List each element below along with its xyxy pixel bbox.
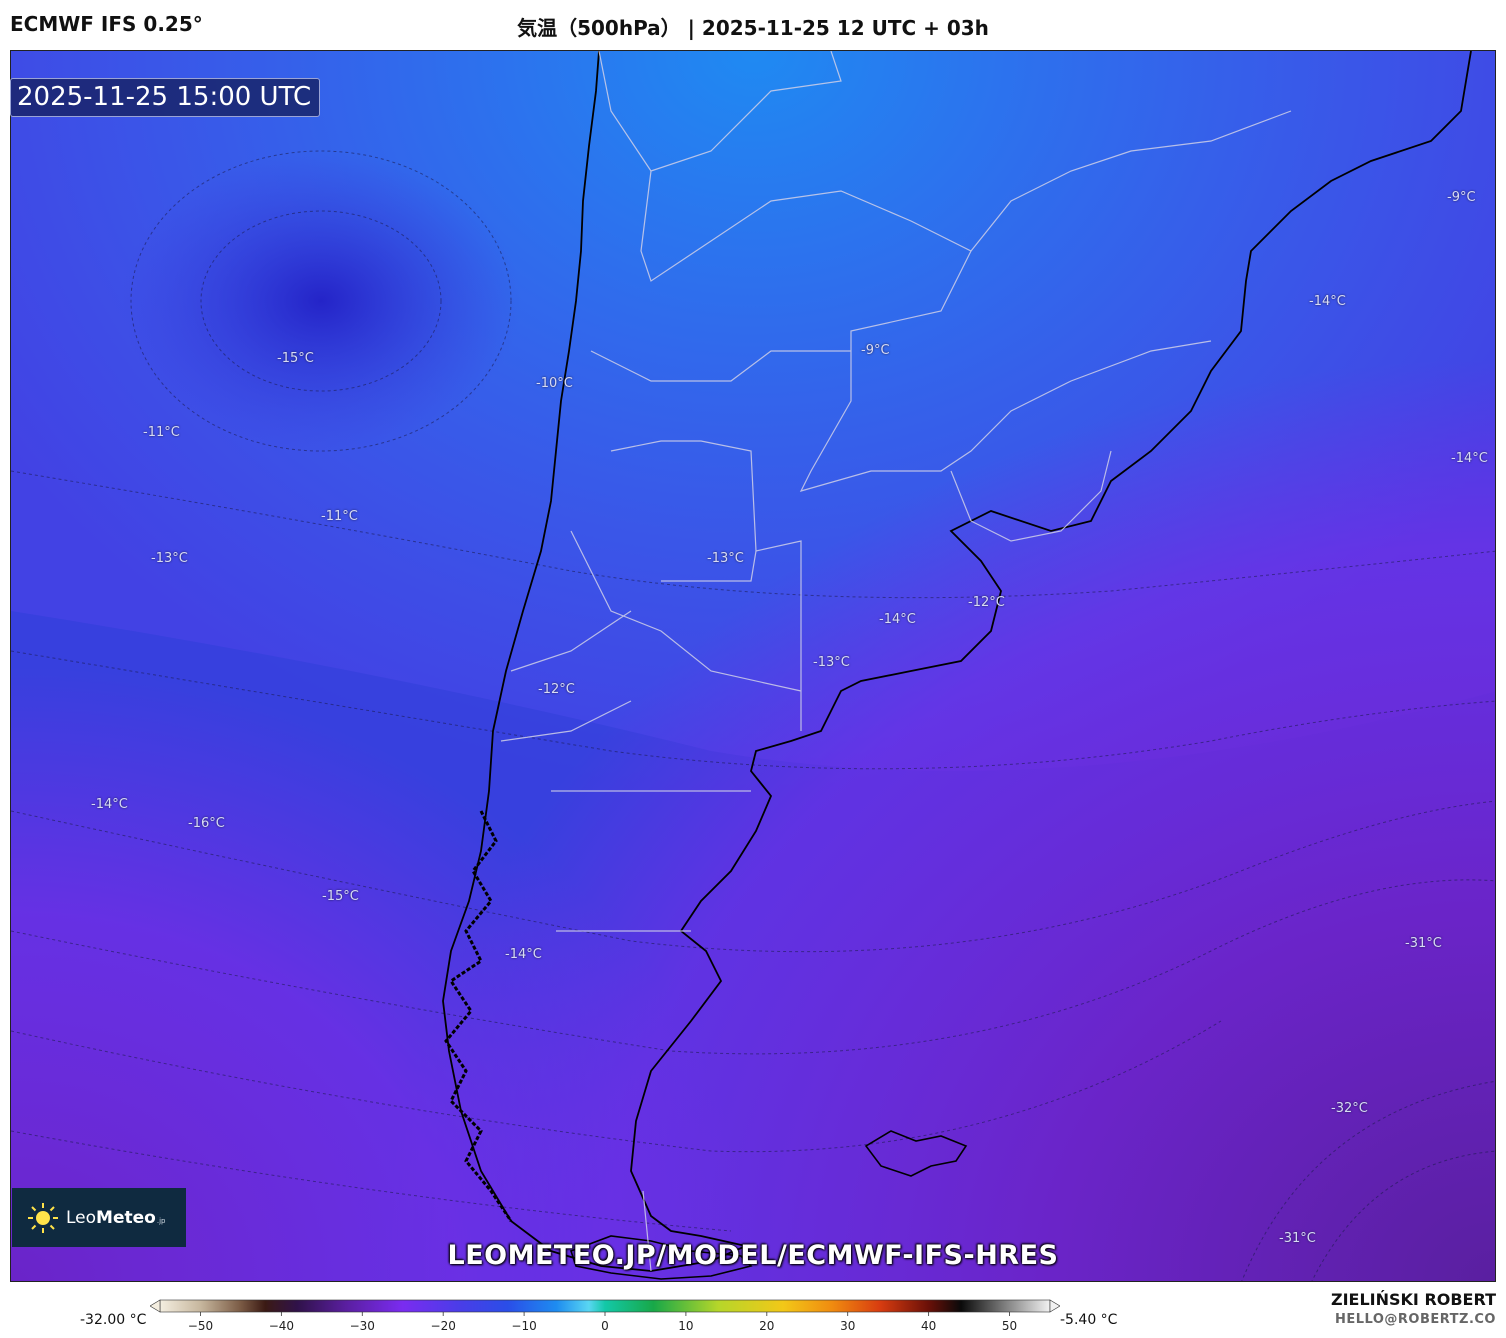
colorbar-tick-label: −50 xyxy=(188,1319,213,1333)
field-cutoff-low xyxy=(121,151,521,451)
contour-label: -11°C xyxy=(143,425,180,440)
contour-label: -15°C xyxy=(277,351,314,366)
colorbar-tick-label: 40 xyxy=(921,1319,936,1333)
isotherm-lines xyxy=(11,150,1495,1281)
contour-label: -11°C xyxy=(321,509,358,524)
contour-label: -15°C xyxy=(322,889,359,904)
colorbar-gradient xyxy=(159,1299,1051,1313)
colorbar-min-label: -32.00 °C xyxy=(80,1312,147,1328)
contour-label: -12°C xyxy=(968,595,1005,610)
colorbar-max-label: -5.40 °C xyxy=(1060,1312,1118,1328)
colorbar-tick-label: 20 xyxy=(759,1319,774,1333)
falkland-islands xyxy=(864,1130,968,1177)
chart-title: 気温（500hPa） | 2025-11-25 12 UTC + 03h xyxy=(517,16,989,40)
sun-icon xyxy=(28,1202,58,1233)
colorbar-tick-label: −10 xyxy=(511,1319,536,1333)
logo-text-bold: Meteo xyxy=(96,1207,156,1228)
model-label: ECMWF IFS 0.25° xyxy=(10,12,203,36)
temperature-map[interactable]: -15°C -11°C -11°C -13°C -10°C -9°C -14°C… xyxy=(10,50,1496,1282)
colorbar-tick-label: 50 xyxy=(1002,1319,1017,1333)
contour-label: -13°C xyxy=(707,551,744,566)
colorbar-tick-label: 0 xyxy=(601,1319,609,1333)
tierra-del-fuego xyxy=(569,1235,753,1280)
contour-label: -9°C xyxy=(1447,190,1476,205)
contour-label: -13°C xyxy=(813,655,850,670)
colorbar-tick-label: −30 xyxy=(350,1319,375,1333)
contour-label: -14°C xyxy=(1451,451,1488,466)
contour-label: -12°C xyxy=(538,682,575,697)
contour-label: -31°C xyxy=(1405,936,1442,951)
colorbar: −50 −40 −30 −20 −10 0 10 20 30 40 50 xyxy=(150,1299,1060,1333)
contour-label: -16°C xyxy=(188,816,225,831)
contour-label: -9°C xyxy=(861,343,890,358)
contour-label: -10°C xyxy=(536,376,573,391)
logo-suffix: .jp xyxy=(156,1216,166,1225)
leometeo-logo[interactable]: LeoMeteo.jp xyxy=(12,1188,186,1247)
contour-label: -14°C xyxy=(91,797,128,812)
coastline xyxy=(442,51,1472,1272)
colorbar-tick-label: −40 xyxy=(269,1319,294,1333)
contour-label: -32°C xyxy=(1331,1101,1368,1116)
colorbar-min-extend xyxy=(150,1299,161,1313)
colorbar-tick-label: −20 xyxy=(431,1319,456,1333)
colorbar-max-extend xyxy=(1049,1299,1060,1313)
country-borders xyxy=(500,51,1292,1272)
contour-label: -14°C xyxy=(879,612,916,627)
colorbar-tick-label: 30 xyxy=(840,1319,855,1333)
contour-label: -14°C xyxy=(505,947,542,962)
contour-label: -31°C xyxy=(1279,1231,1316,1246)
author-name: ZIELIŃSKI ROBERT xyxy=(1330,1290,1496,1309)
colorbar-tick-label: 10 xyxy=(678,1319,693,1333)
author-email: HELLO@ROBERTZ.CO xyxy=(1334,1312,1496,1327)
contour-label: -13°C xyxy=(151,551,188,566)
site-url-watermark: LEOMETEO.JP/MODEL/ECMWF-IFS-HRES xyxy=(447,1240,1059,1271)
valid-time-badge: 2025-11-25 15:00 UTC xyxy=(10,78,321,117)
contour-label: -14°C xyxy=(1309,294,1346,309)
logo-text: LeoMeteo.jp xyxy=(66,1208,165,1228)
map-canvas xyxy=(11,51,1495,1281)
logo-text-light: Leo xyxy=(66,1207,97,1228)
